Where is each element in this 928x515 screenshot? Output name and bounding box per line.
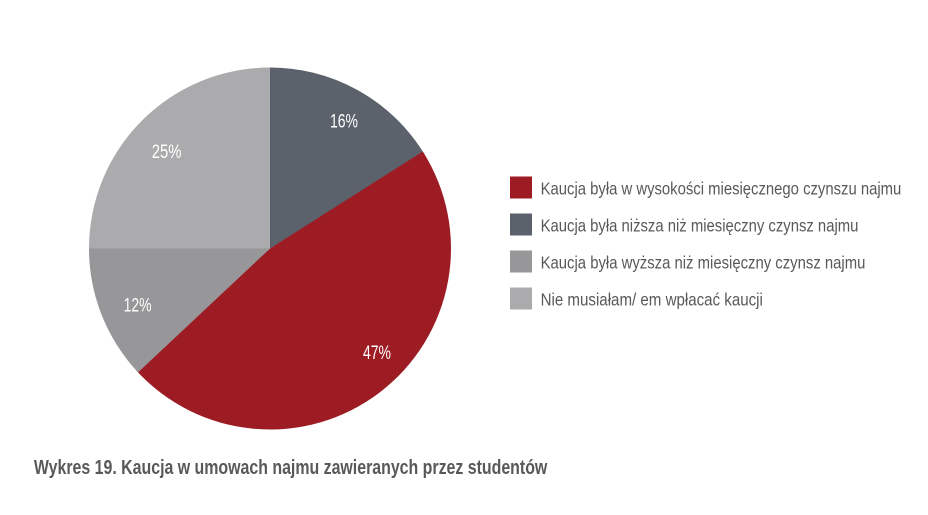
svg-text:25%: 25% — [152, 142, 182, 163]
svg-text:47%: 47% — [363, 343, 391, 364]
svg-text:Nie musiałam/ em wpłacać kaucj: Nie musiałam/ em wpłacać kaucji — [541, 289, 763, 309]
svg-text:Kaucja była wyższa niż miesięc: Kaucja była wyższa niż miesięczny czynsz… — [541, 252, 866, 272]
svg-text:12%: 12% — [124, 295, 152, 316]
svg-text:16%: 16% — [330, 112, 358, 133]
svg-text:Kaucja była niższa niż miesięc: Kaucja była niższa niż miesięczny czynsz… — [541, 215, 859, 235]
svg-text:Wykres 19. Kaucja w umowach na: Wykres 19. Kaucja w umowach najmu zawier… — [34, 457, 548, 479]
svg-text:Kaucja była w wysokości miesię: Kaucja była w wysokości miesięcznego czy… — [541, 178, 902, 198]
